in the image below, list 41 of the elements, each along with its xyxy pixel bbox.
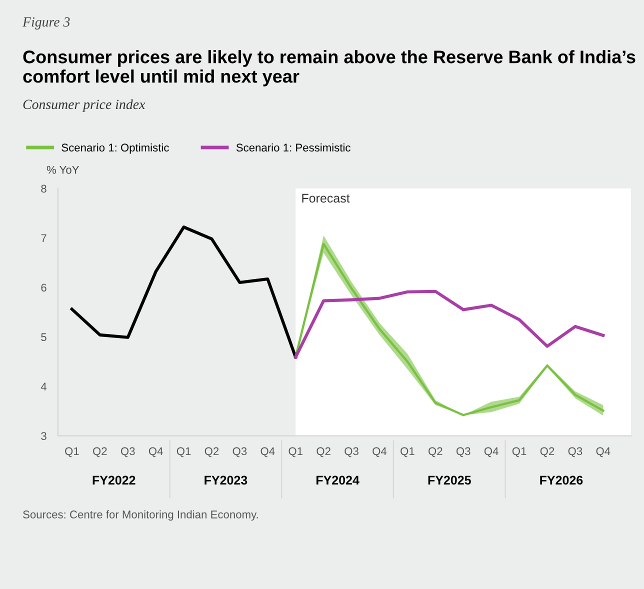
y-tick-label: 6: [41, 284, 46, 292]
x-tick-label: Q1: [400, 447, 414, 458]
text: FY2022: [92, 476, 136, 485]
y-axis-title: % YoY: [46, 166, 80, 174]
x-tick-label: Q4: [596, 447, 610, 458]
x-tick-label: Q4: [484, 447, 498, 458]
y-tick-label: 4: [40, 382, 47, 390]
source-note: Sources: Centre for Monitoring Indian Economy.: [23, 510, 258, 521]
line-series: [294, 290, 605, 359]
x-tick-label: Q1: [512, 447, 526, 458]
y-tick-label: 8: [41, 184, 46, 193]
text: FY2023: [204, 476, 248, 485]
y-tick-label: 7: [41, 234, 46, 242]
x-tick-label: Q2: [428, 447, 442, 458]
x-tick-label: Q3: [456, 447, 470, 458]
legend-label: Scenario 1: Optimistic: [62, 143, 169, 154]
x-tick-label: Q3: [120, 447, 135, 458]
x-tick-label: Q3: [344, 447, 358, 458]
legend-label: Scenario 1: Pessimistic: [236, 143, 350, 152]
x-tick-label: Q4: [372, 447, 387, 458]
x-tick-label: Q1: [65, 447, 79, 458]
x-tick-label: Q1: [176, 447, 191, 458]
x-tick-label: Q3: [232, 447, 247, 458]
text: FY2026: [540, 476, 583, 485]
line-series: [70, 226, 298, 359]
x-tick-label: Q1: [288, 447, 302, 458]
x-tick-label: Q2: [93, 447, 107, 458]
x-tick-label: Q2: [204, 447, 219, 458]
x-tick-label: Q4: [260, 447, 275, 458]
text: FY2025: [428, 476, 471, 485]
chart-title: Consumer prices are likely to remain above the Reserve Bank of India’s comfort level until mid next year: [23, 50, 636, 86]
annotation: Forecast: [302, 194, 350, 203]
chart-subtitle: Consumer price index: [23, 99, 146, 112]
caption: Figure 3: [22, 17, 70, 30]
x-tick-label: Q4: [148, 447, 163, 458]
x-tick-label: Q2: [540, 447, 554, 458]
x-tick-label: Q2: [316, 447, 330, 458]
y-tick-label: 3: [41, 432, 46, 440]
y-tick-label: 5: [41, 333, 46, 342]
x-tick-label: Q3: [568, 447, 582, 458]
text: FY2024: [316, 476, 360, 485]
